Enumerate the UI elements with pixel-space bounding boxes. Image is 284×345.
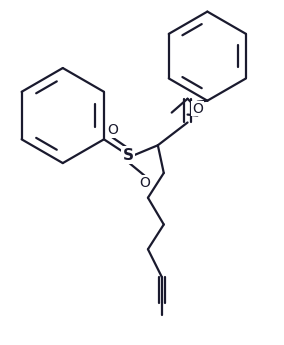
Text: O: O — [107, 124, 118, 137]
Text: O: O — [139, 176, 151, 190]
Text: O: O — [192, 102, 203, 116]
Text: S: S — [123, 148, 134, 163]
